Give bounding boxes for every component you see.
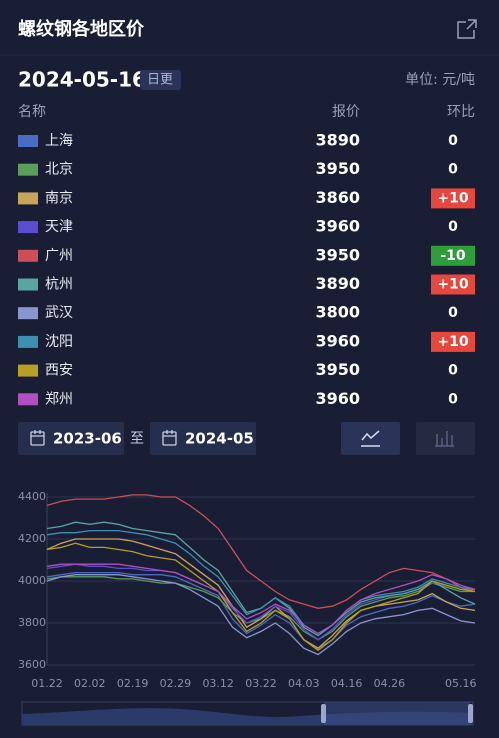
row-name: 天津: [45, 219, 73, 235]
series-line: [46, 494, 476, 609]
calendar-icon: [30, 430, 45, 446]
start-date: 2023-06: [53, 430, 122, 448]
row-price: 3950: [315, 245, 360, 264]
row-name: 西安: [45, 363, 73, 379]
legend-swatch: [18, 364, 38, 377]
tag-bg: [140, 70, 181, 90]
row-change: 0: [448, 391, 458, 407]
legend-swatch: [18, 249, 38, 262]
date: 2024-05-16: [18, 68, 146, 92]
row-price: 3950: [315, 360, 360, 379]
series-line: [46, 563, 476, 635]
start-picker[interactable]: [18, 422, 124, 455]
share-icon[interactable]: [457, 19, 477, 39]
legend-swatch: [18, 135, 38, 147]
series-line: [46, 574, 476, 656]
bar-icon: [435, 431, 454, 447]
row-price: 3960: [315, 389, 360, 408]
x-tick-label: 03.12: [202, 677, 234, 690]
series-line: [46, 538, 476, 649]
x-tick-label: 04.03: [288, 677, 320, 690]
unit: 单位: 元/吨: [405, 72, 475, 88]
row-change: +10: [437, 190, 468, 206]
row-name: 南京: [45, 190, 73, 206]
line-icon: [361, 430, 380, 447]
y-tick-label: 3600: [18, 658, 46, 671]
slider-window: [324, 702, 470, 725]
y-tick-label: 4200: [18, 532, 46, 545]
row-name: 北京: [45, 162, 73, 178]
series-line: [46, 571, 476, 649]
slider-handle[interactable]: [468, 704, 473, 723]
row-change: 0: [448, 363, 458, 379]
legend-swatch: [18, 221, 38, 234]
bar-chart-button[interactable]: [416, 422, 475, 455]
x-tick-label: 02.19: [117, 677, 149, 690]
legend-swatch: [18, 278, 38, 291]
y-tick-label: 4000: [18, 574, 46, 587]
x-tick-label: 04.16: [331, 677, 363, 690]
title: 螺纹钢各地区价: [18, 18, 145, 40]
end-date: 2024-05: [185, 430, 254, 448]
slider-handle[interactable]: [321, 704, 326, 723]
end-picker[interactable]: [150, 422, 256, 455]
row-change: +10: [437, 334, 468, 350]
row-name: 广州: [45, 248, 73, 264]
row-price: 3800: [315, 303, 360, 322]
row-name: 郑州: [45, 391, 73, 407]
row-name: 杭州: [45, 277, 73, 293]
legend-swatch: [18, 163, 38, 176]
change-badge: [431, 331, 475, 352]
row-change: 0: [448, 162, 458, 178]
tag: 日更: [147, 73, 173, 88]
series-line: [46, 563, 475, 641]
separator: 至: [130, 431, 144, 447]
row-name: 沈阳: [45, 334, 73, 350]
column-header: 报价: [332, 104, 360, 120]
row-name: 上海: [45, 133, 73, 149]
row-price: 3890: [315, 131, 360, 150]
legend-swatch: [18, 393, 38, 406]
x-tick-label: 02.02: [74, 677, 106, 690]
zoom-slider[interactable]: [21, 701, 474, 726]
row-change: -10: [440, 248, 466, 264]
row-change: +10: [437, 277, 468, 293]
row-name: 武汉: [45, 305, 73, 321]
change-badge: [431, 274, 475, 295]
legend-swatch: [18, 307, 38, 320]
row-change: 0: [448, 219, 458, 235]
row-price: 3960: [315, 217, 360, 236]
y-tick-label: 4400: [18, 490, 46, 503]
column-header: 名称: [18, 104, 46, 120]
y-tick-label: 3800: [18, 616, 46, 629]
x-tick-label: 05.16: [445, 677, 477, 690]
legend-swatch: [18, 192, 38, 205]
column-header: 环比: [447, 104, 475, 120]
x-tick-label: 04.26: [374, 677, 406, 690]
row-price: 3890: [315, 274, 360, 293]
change-badge: [431, 245, 475, 266]
row-price: 3960: [315, 331, 360, 350]
row-change: 0: [448, 133, 458, 149]
x-tick-label: 02.29: [160, 677, 192, 690]
x-tick-label: 03.22: [245, 677, 277, 690]
x-tick-label: 01.22: [31, 677, 63, 690]
calendar-icon: [162, 430, 177, 446]
row-price: 3950: [315, 159, 360, 178]
row-price: 3860: [315, 188, 360, 207]
legend-swatch: [18, 335, 38, 348]
row-change: 0: [448, 305, 458, 321]
series-line: [46, 542, 476, 652]
series-line: [46, 529, 476, 635]
change-badge: [431, 188, 475, 209]
